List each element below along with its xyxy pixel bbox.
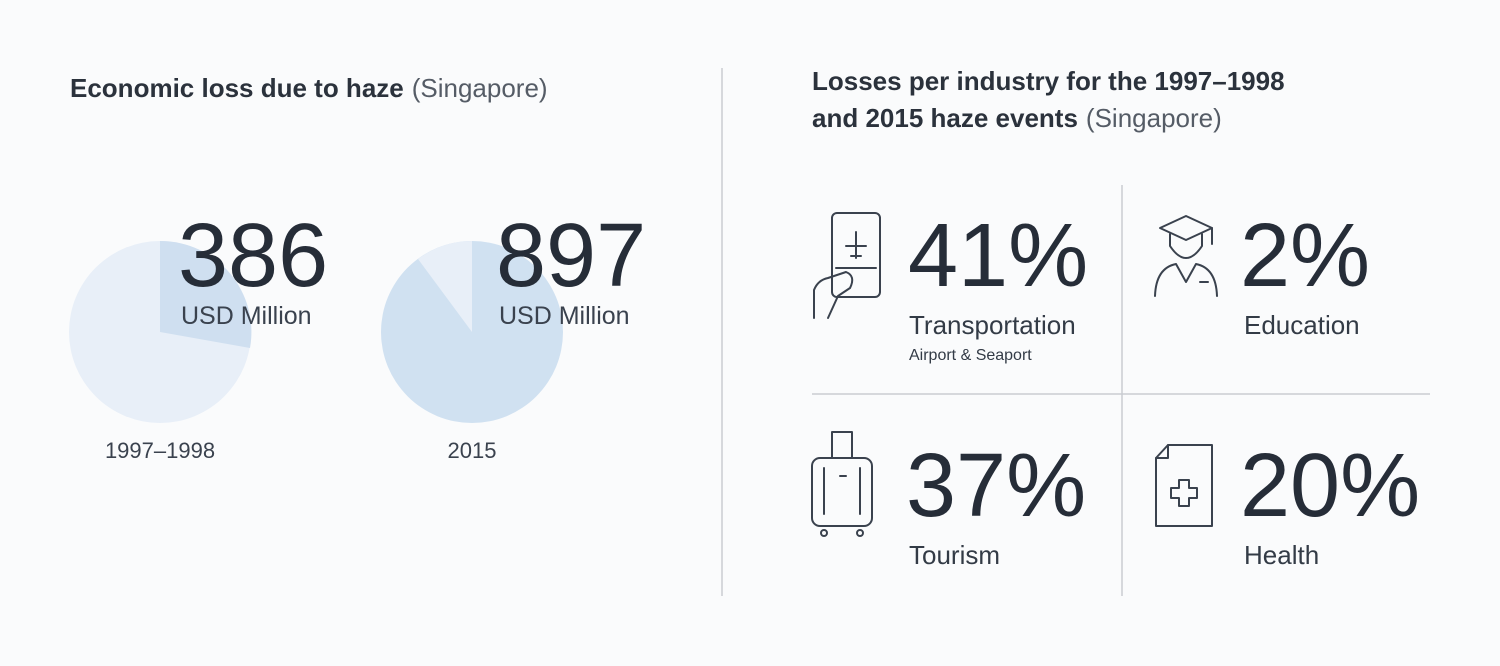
industry-label: Transportation bbox=[909, 310, 1076, 340]
left-title-text: Economic loss due to haze bbox=[70, 73, 404, 103]
industry-value: 37% bbox=[906, 436, 1086, 536]
industry-label: Education bbox=[1244, 310, 1360, 340]
left-title-note: (Singapore) bbox=[412, 73, 548, 103]
industry-value: 2% bbox=[1240, 206, 1370, 306]
graduate-icon bbox=[1154, 215, 1218, 297]
left-title: Economic loss due to haze (Singapore) bbox=[70, 73, 548, 103]
loss-value: 386 bbox=[178, 206, 328, 306]
right-title: and 2015 haze events (Singapore) bbox=[812, 103, 1222, 133]
industry-sublabel: Airport & Seaport bbox=[909, 347, 1032, 364]
loss-value: 897 bbox=[496, 206, 646, 306]
plane-phone-icon bbox=[813, 212, 881, 319]
luggage-icon bbox=[811, 431, 873, 537]
right-title-text: and 2015 haze events bbox=[812, 103, 1078, 133]
industry-label: Tourism bbox=[909, 540, 1000, 570]
industry-value: 41% bbox=[908, 206, 1088, 306]
loss-unit: USD Million bbox=[181, 302, 312, 330]
right-title: Losses per industry for the 1997–1998 bbox=[812, 66, 1285, 96]
loss-unit: USD Million bbox=[499, 302, 630, 330]
right-title-note: (Singapore) bbox=[1086, 103, 1222, 133]
loss-period: 2015 bbox=[448, 438, 497, 463]
industry-value: 20% bbox=[1240, 436, 1420, 536]
loss-period: 1997–1998 bbox=[105, 438, 215, 463]
pie-wedge bbox=[160, 240, 252, 348]
health-doc-icon bbox=[1155, 444, 1213, 527]
industry-label: Health bbox=[1244, 540, 1319, 570]
pie-wedge bbox=[418, 241, 472, 332]
